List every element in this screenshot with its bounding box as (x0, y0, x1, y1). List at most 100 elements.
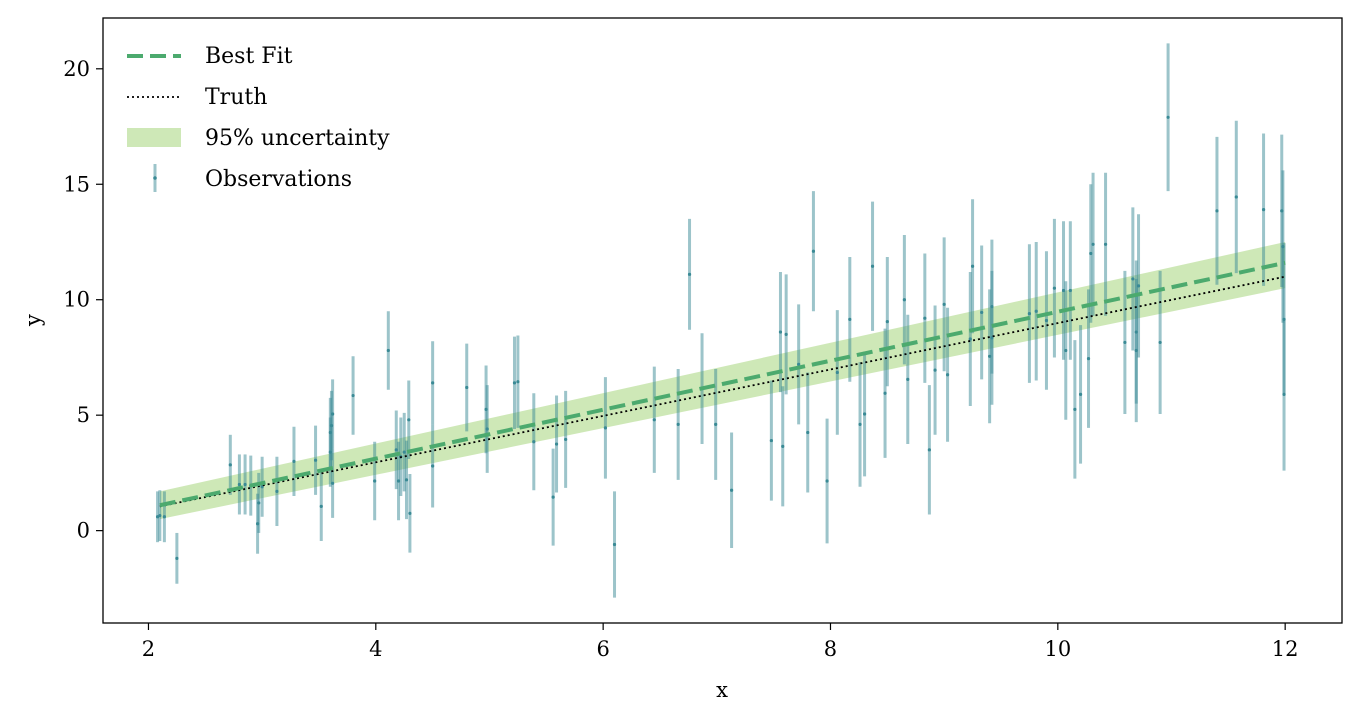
observation-103 (1282, 243, 1286, 396)
observation-point (1234, 195, 1238, 199)
observation-point (407, 418, 411, 422)
observation-point (532, 440, 536, 444)
observation-48 (729, 432, 734, 548)
observation-point (848, 317, 852, 321)
observation-84 (1073, 340, 1077, 479)
observation-point (862, 412, 867, 416)
observation-56 (825, 418, 829, 544)
x-tick-label-4: 4 (369, 637, 382, 661)
observation-point (612, 542, 617, 547)
observation-32 (465, 343, 469, 432)
x-axis: 2 4 6 8 10 12 (142, 623, 1299, 661)
observation-73 (980, 245, 984, 380)
observation-57 (835, 310, 839, 435)
observation-point (1064, 348, 1068, 353)
observation-point (902, 298, 906, 302)
observation-point (806, 430, 810, 435)
observation-19 (331, 448, 335, 518)
observation-point (1136, 284, 1141, 288)
observation-point (1078, 392, 1083, 396)
observation-14 (319, 471, 323, 542)
observation-90 (1123, 270, 1127, 415)
observation-49 (769, 380, 773, 501)
observation-point (319, 504, 323, 508)
observation-point (687, 272, 692, 276)
observation-88 (1091, 172, 1095, 316)
observation-12 (292, 426, 296, 496)
observation-47 (714, 368, 718, 480)
observation-44 (676, 368, 680, 480)
observation-66 (923, 253, 927, 383)
legend: Best Fit Truth 95% uncertainty Observati… (127, 44, 390, 192)
observation-point (431, 464, 435, 468)
observation-53 (797, 304, 801, 425)
observation-point (162, 515, 166, 519)
observation-6 (243, 454, 247, 515)
observation-68 (933, 305, 937, 435)
observation-78 (1034, 241, 1038, 381)
observation-71 (968, 272, 972, 406)
observation-point (1086, 357, 1091, 361)
observation-28 (407, 380, 411, 460)
y-tick-label-10: 10 (63, 288, 90, 312)
observation-21 (373, 441, 377, 521)
observation-91 (1131, 207, 1135, 351)
observation-point (465, 385, 469, 390)
observation-18 (331, 379, 335, 449)
observation-89 (1103, 172, 1108, 316)
observation-72 (970, 199, 975, 334)
observation-point (1073, 407, 1077, 412)
observation-point (968, 337, 972, 341)
observation-51 (781, 386, 785, 507)
observation-point (927, 448, 931, 452)
observation-point (769, 438, 773, 443)
observation-point (970, 264, 975, 268)
observation-point (404, 478, 409, 482)
observation-96 (1166, 43, 1170, 192)
y-axis: 0 5 10 15 20 (63, 57, 103, 543)
y-axis-label: y (21, 314, 45, 327)
truth-line (159, 275, 1286, 508)
observation-67 (927, 385, 931, 515)
observation-38 (551, 448, 555, 546)
observation-point (1052, 286, 1057, 290)
observation-point (811, 249, 816, 253)
legend-label-best-fit: Best Fit (205, 44, 293, 69)
observation-63 (885, 256, 889, 387)
observation-point (313, 458, 318, 462)
x-tick-label-8: 8 (824, 637, 837, 661)
observation-58 (848, 256, 852, 382)
observation-point (603, 426, 608, 430)
x-tick-label-10: 10 (1044, 637, 1071, 661)
observation-35 (512, 336, 517, 430)
observation-point (906, 377, 910, 381)
observation-point (714, 422, 718, 427)
legend-swatch-observations-point (153, 176, 157, 180)
y-tick-label-0: 0 (77, 519, 90, 543)
observation-point (825, 479, 829, 483)
observation-point (1103, 242, 1108, 246)
observation-point (257, 501, 261, 505)
observation-point (1131, 277, 1135, 281)
observation-point (1261, 208, 1266, 212)
observation-point (275, 489, 279, 493)
observation-61 (870, 201, 875, 331)
observation-point (1068, 288, 1072, 293)
observation-point (835, 370, 839, 375)
legend-label-uncertainty: 95% uncertainty (205, 126, 390, 151)
observation-point (228, 463, 232, 467)
observation-59 (858, 362, 862, 487)
x-tick-label-12: 12 (1272, 637, 1299, 661)
observation-point (386, 348, 390, 353)
observation-point (512, 381, 517, 385)
observation-36 (516, 335, 520, 428)
observation-point (331, 481, 335, 485)
observation-29 (408, 474, 412, 553)
observation-point (158, 514, 162, 518)
observation-point (331, 412, 335, 416)
observation-point (858, 422, 862, 427)
observation-point (652, 418, 656, 422)
observation-11 (275, 456, 279, 527)
observation-3 (175, 532, 179, 584)
